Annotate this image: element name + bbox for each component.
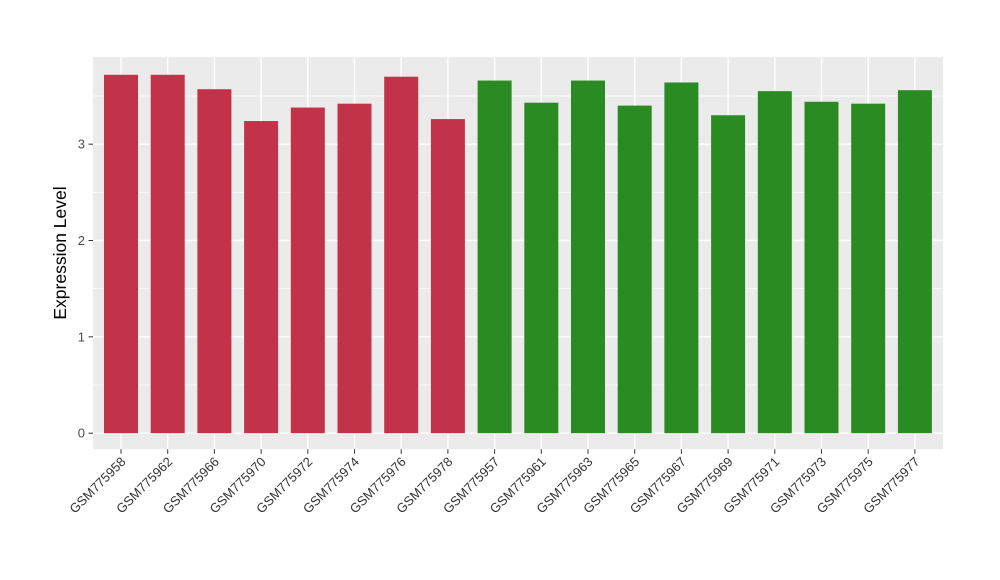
bar-GSM775971 (757, 91, 792, 434)
bar-GSM775967 (664, 82, 699, 434)
bar-GSM775966 (197, 89, 232, 434)
y-tick-label: 2 (78, 233, 85, 248)
bar-GSM775957 (477, 80, 512, 434)
bar-GSM775970 (244, 121, 279, 434)
bar-GSM775962 (150, 74, 185, 434)
bar-GSM775965 (617, 105, 652, 434)
y-tick-label: 1 (78, 329, 85, 344)
bar-GSM775958 (104, 74, 138, 434)
bar-GSM775974 (337, 103, 372, 434)
bar-GSM775976 (384, 76, 419, 434)
bar-layer (104, 74, 932, 434)
plot-panel-layer (93, 57, 943, 450)
plot-panel (93, 57, 943, 450)
y-axis-title: Expression Level (50, 186, 70, 319)
bar-GSM775977 (897, 90, 932, 434)
bar-GSM775963 (571, 80, 605, 434)
y-tick-label: 3 (78, 137, 85, 152)
bar-GSM775961 (524, 102, 559, 434)
bar-GSM775972 (290, 107, 325, 434)
y-tick-label: 0 (78, 426, 85, 441)
bar-GSM775978 (430, 119, 465, 434)
bar-GSM775973 (804, 101, 839, 434)
bar-GSM775975 (851, 103, 886, 434)
bar-GSM775969 (711, 115, 746, 434)
